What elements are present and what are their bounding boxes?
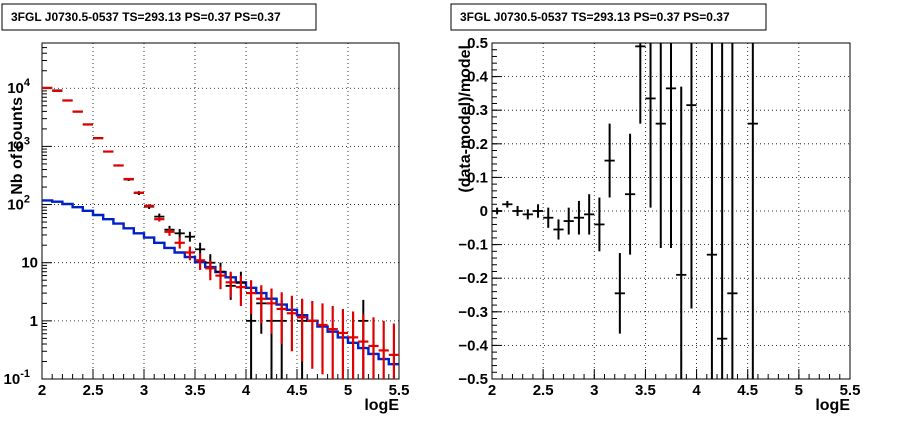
title-box bbox=[1, 3, 317, 31]
model-point bbox=[154, 217, 165, 222]
y-tick-label: 0.1 bbox=[467, 169, 488, 186]
data-point bbox=[717, 43, 728, 379]
x-tick-label: 3 bbox=[590, 382, 598, 399]
y-tick-label: 10-1 bbox=[4, 368, 30, 388]
model-point bbox=[378, 320, 389, 379]
model-point bbox=[368, 317, 379, 379]
data-point bbox=[635, 43, 646, 124]
x-tick-label: 5.5 bbox=[389, 382, 410, 399]
data-point bbox=[522, 209, 533, 220]
model-point bbox=[317, 303, 328, 375]
model-point bbox=[388, 323, 399, 379]
model-point bbox=[205, 260, 216, 281]
data-point bbox=[573, 200, 585, 235]
data-point bbox=[184, 231, 195, 242]
y-tick-label: −0.1 bbox=[458, 237, 488, 254]
model-point bbox=[235, 275, 246, 307]
y-tick-label: 102 bbox=[7, 194, 30, 214]
data-point bbox=[584, 194, 595, 235]
model-point bbox=[266, 288, 277, 334]
data-point bbox=[614, 253, 625, 334]
model-point bbox=[133, 191, 144, 194]
data-point bbox=[174, 228, 185, 238]
y-tick-label: −0.2 bbox=[458, 270, 488, 287]
data-point bbox=[747, 43, 758, 379]
y-axis-title: (data-model)/model bbox=[457, 45, 474, 193]
data-point bbox=[645, 43, 656, 208]
model-point bbox=[164, 228, 175, 236]
x-tick-label: 4.5 bbox=[737, 382, 758, 399]
model-point bbox=[286, 295, 297, 352]
counts-panel: 3FGL J0730.5-0537 TS=293.13 PS=0.37 PS=0… bbox=[1, 3, 410, 414]
x-axis-title: logE bbox=[815, 397, 850, 414]
data-point bbox=[512, 205, 523, 217]
model-point bbox=[144, 204, 155, 208]
data-point bbox=[676, 86, 687, 379]
model-point bbox=[348, 311, 359, 379]
model-point bbox=[246, 280, 257, 315]
data-point bbox=[594, 197, 605, 252]
y-tick-label: −0.5 bbox=[458, 371, 488, 388]
model-point bbox=[337, 308, 348, 379]
y-tick-label: 0 bbox=[480, 203, 488, 220]
y-tick-label: 0.3 bbox=[467, 102, 488, 119]
x-tick-label: 4 bbox=[242, 382, 251, 399]
model-point bbox=[297, 298, 308, 362]
data-point bbox=[706, 43, 718, 379]
data-point bbox=[604, 123, 615, 198]
x-axis-title: logE bbox=[364, 397, 399, 414]
x-tick-label: 3.5 bbox=[635, 382, 656, 399]
x-tick-label: 5 bbox=[344, 382, 352, 399]
y-tick-label: 0.5 bbox=[467, 35, 488, 52]
y-tick-label: −0.4 bbox=[458, 337, 488, 354]
model-point bbox=[307, 300, 318, 369]
data-point bbox=[665, 43, 677, 248]
x-tick-label: 5.5 bbox=[840, 382, 861, 399]
y-tick-label: 0.2 bbox=[467, 136, 488, 153]
model-point bbox=[195, 253, 206, 270]
data-point bbox=[492, 207, 503, 215]
y-tick-label: 0.4 bbox=[467, 69, 489, 86]
model-point bbox=[174, 237, 185, 249]
y-tick-label: −0.3 bbox=[458, 304, 488, 321]
y-axis-title: Nb of counts bbox=[9, 97, 26, 195]
data-point bbox=[655, 43, 666, 248]
residual-panel: 3FGL J0730.5-0537 TS=293.13 PS=0.37 PS=0… bbox=[450, 3, 861, 414]
data-point bbox=[686, 43, 697, 309]
data-point bbox=[543, 207, 554, 228]
y-tick-label: 10 bbox=[21, 255, 38, 272]
chart-title: 3FGL J0730.5-0537 TS=293.13 PS=0.37 PS=0… bbox=[460, 10, 730, 24]
model-point bbox=[215, 266, 226, 290]
model-point bbox=[184, 246, 195, 261]
model-point bbox=[256, 285, 267, 324]
x-tick-label: 4.5 bbox=[287, 382, 308, 399]
data-point bbox=[553, 219, 564, 240]
x-tick-label: 3.5 bbox=[185, 382, 206, 399]
x-tick-label: 2.5 bbox=[533, 382, 554, 399]
data-point bbox=[532, 204, 544, 218]
x-tick-label: 3 bbox=[140, 382, 148, 399]
x-tick-label: 2.5 bbox=[83, 382, 104, 399]
x-tick-label: 2 bbox=[38, 382, 46, 399]
chart-title: 3FGL J0730.5-0537 TS=293.13 PS=0.37 PS=0… bbox=[11, 10, 281, 24]
title-box bbox=[450, 3, 767, 31]
data-point bbox=[502, 200, 513, 208]
model-point bbox=[225, 271, 236, 298]
x-tick-label: 4 bbox=[692, 382, 701, 399]
data-point bbox=[624, 133, 636, 255]
plot-frame bbox=[41, 42, 400, 380]
model-point bbox=[327, 306, 338, 379]
x-tick-label: 5 bbox=[795, 382, 803, 399]
y-tick-label: 1 bbox=[30, 313, 38, 330]
y-tick-label: 103 bbox=[7, 135, 30, 155]
model-point bbox=[358, 314, 369, 379]
data-point bbox=[727, 43, 738, 379]
y-tick-label: 104 bbox=[7, 77, 31, 97]
x-tick-label: 2 bbox=[488, 382, 496, 399]
model-point bbox=[276, 292, 287, 344]
data-point bbox=[563, 207, 574, 235]
